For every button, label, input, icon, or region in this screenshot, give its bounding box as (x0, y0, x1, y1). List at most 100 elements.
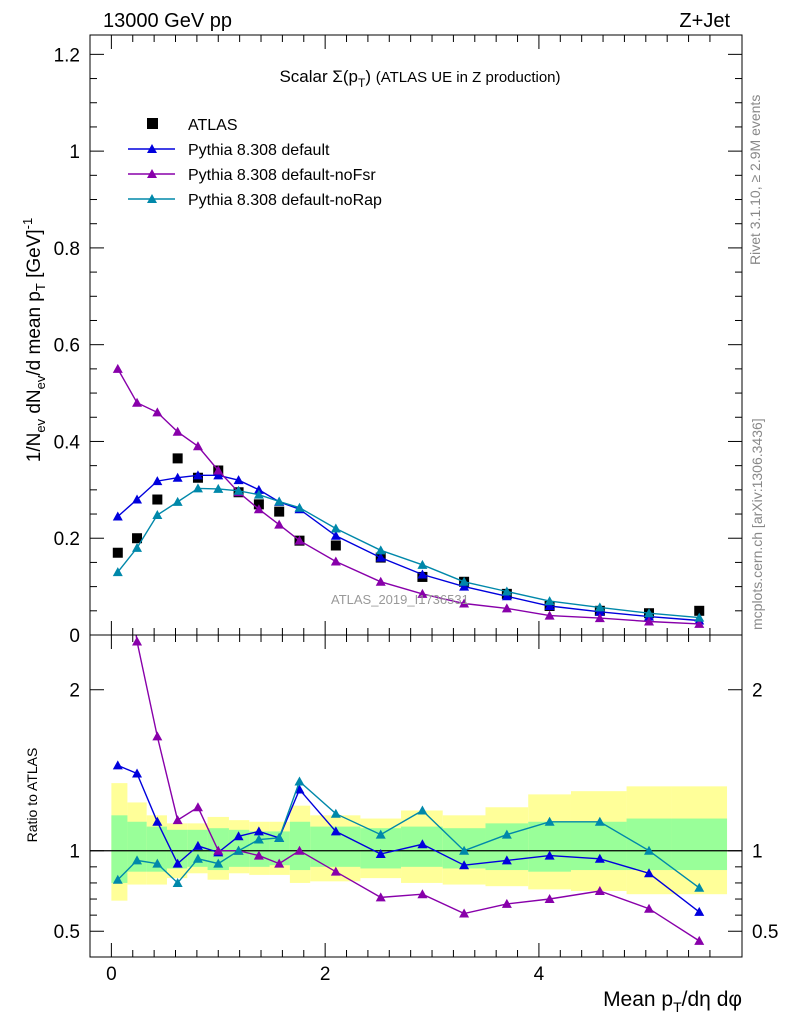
ratio-point-pythia-8-308-default-norap (274, 832, 285, 842)
ratio-point-pythia-8-308-default-norap (459, 845, 470, 855)
legend: ATLAS Pythia 8.308 default Pythia 8.308 de… (128, 117, 382, 209)
data-point-pythia-8-308-default-norap (594, 602, 605, 612)
ratio-point-pythia-8-308-default-norap (132, 855, 143, 865)
data-point-pythia-8-308-default-nofsr (694, 618, 705, 628)
y-tick-label: 1.2 (54, 45, 80, 66)
data-point-pythia-8-308-default (152, 476, 163, 486)
data-point-atlas (330, 540, 341, 551)
data-point-pythia-8-308-default-nofsr (172, 426, 183, 436)
data-point-pythia-8-308-default-nofsr (192, 441, 203, 451)
ratio-point-pythia-8-308-default-norap (172, 877, 183, 887)
ratio-point-pythia-8-308-default-norap (294, 776, 305, 786)
ratio-point-pythia-8-308-default-nofsr (375, 892, 386, 902)
data-point-pythia-8-308-default-norap (213, 483, 224, 493)
stat-uncertainty-band (671, 818, 728, 871)
ratio-point-pythia-8-308-default-nofsr (459, 908, 470, 918)
data-point-pythia-8-308-default-norap (152, 510, 163, 519)
ratio-point-pythia-8-308-default (594, 853, 605, 863)
data-point-pythia-8-308-default-nofsr (274, 519, 285, 529)
ratio-point-pythia-8-308-default (294, 784, 305, 794)
y-tick-label: 0.2 (54, 529, 80, 550)
data-point-atlas (152, 494, 163, 505)
legend-label-atlas: ATLAS (188, 117, 238, 134)
data-point-pythia-8-308-default-nofsr (459, 598, 470, 608)
ratio-point-pythia-8-308-default (644, 868, 655, 878)
ratio-point-pythia-8-308-default-nofsr (253, 850, 264, 860)
stat-uncertainty-band (127, 821, 147, 872)
legend-marker-atlas (147, 118, 158, 129)
data-point-pythia-8-308-default (213, 470, 224, 480)
legend-label-pythia-8-308-default-nofsr: Pythia 8.308 default-noFsr (188, 167, 376, 184)
stat-uncertainty-band (111, 815, 128, 883)
ratio-y-tick-label-right: 2 (752, 681, 763, 702)
ratio-point-pythia-8-308-default-nofsr (694, 935, 705, 945)
y-tick-label: 0.6 (54, 336, 80, 357)
data-point-pythia-8-308-default-nofsr (594, 613, 605, 623)
x-axis-label: Mean pT/dη dφ (603, 988, 742, 1015)
stat-uncertainty-band (289, 821, 311, 871)
data-point-atlas (112, 547, 123, 558)
data-point-pythia-8-308-default (233, 475, 244, 485)
ratio-point-pythia-8-308-default-norap (501, 829, 512, 839)
data-point-pythia-8-308-default-nofsr (112, 363, 123, 373)
ratio-point-pythia-8-308-default-nofsr (274, 858, 285, 868)
ratio-point-pythia-8-308-default (152, 816, 163, 826)
stat-uncertainty-band (146, 826, 167, 872)
x-tick-label: 4 (534, 964, 545, 985)
data-point-pythia-8-308-default-norap (172, 496, 183, 506)
data-point-pythia-8-308-default-norap (694, 612, 705, 622)
data-point-pythia-8-308-default-norap (192, 483, 203, 493)
ratio-point-pythia-8-308-default (694, 906, 705, 916)
ratio-point-pythia-8-308-default-norap (644, 845, 655, 855)
data-point-atlas (274, 506, 285, 517)
ratio-y-tick-label-right: 1 (752, 842, 763, 863)
ratio-point-pythia-8-308-default-nofsr (192, 802, 203, 812)
data-point-pythia-8-308-default (417, 569, 428, 579)
ratio-point-pythia-8-308-default-nofsr (213, 845, 224, 855)
data-point-pythia-8-308-default (192, 470, 203, 480)
data-point-pythia-8-308-default-nofsr (132, 397, 143, 407)
ratio-point-pythia-8-308-default (375, 848, 386, 858)
legend-marker-pythia-8-308-default-norap (147, 194, 157, 203)
ratio-point-pythia-8-308-default (192, 840, 203, 850)
data-point-pythia-8-308-default-nofsr (253, 504, 264, 514)
ratio-point-pythia-8-308-default-norap (213, 858, 224, 868)
data-point-pythia-8-308-default (112, 511, 123, 521)
ratio-point-pythia-8-308-default-norap (192, 853, 203, 863)
ratio-y-tick-label-right: 0.5 (752, 922, 778, 943)
ratio-point-pythia-8-308-default-norap (544, 816, 555, 826)
ratio-point-pythia-8-308-default-norap (253, 834, 264, 844)
y-axis-label: 1/Nev dNev/d mean pT [GeV]-1 (20, 218, 48, 463)
ratio-point-pythia-8-308-default (253, 826, 264, 836)
data-point-pythia-8-308-default-nofsr (375, 576, 386, 586)
x-tick-label: 0 (106, 964, 117, 985)
ratio-point-pythia-8-308-default-norap (152, 858, 163, 868)
ratio-point-pythia-8-308-default-nofsr (501, 898, 512, 908)
data-point-atlas (132, 533, 143, 544)
ratio-point-pythia-8-308-default-nofsr (544, 894, 555, 904)
ratio-point-pythia-8-308-default-nofsr (172, 815, 183, 825)
data-point-pythia-8-308-default-norap (375, 545, 386, 555)
data-point-pythia-8-308-default-norap (501, 586, 512, 596)
ratio-point-pythia-8-308-default (417, 839, 428, 849)
ratio-point-pythia-8-308-default (330, 826, 341, 836)
ratio-y-tick-label: 2 (69, 681, 80, 702)
ratio-point-pythia-8-308-default (233, 831, 244, 841)
data-point-pythia-8-308-default-norap (459, 576, 470, 586)
data-point-pythia-8-308-default-norap (112, 567, 123, 577)
ratio-point-pythia-8-308-default (501, 855, 512, 865)
data-point-pythia-8-308-default-norap (644, 608, 655, 618)
data-point-pythia-8-308-default-nofsr (330, 556, 341, 566)
data-point-pythia-8-308-default (459, 581, 470, 591)
data-point-pythia-8-308-default-nofsr (294, 535, 305, 545)
mcplots-label: mcplots.cern.ch [arXiv:1306.3436] (749, 418, 765, 630)
stat-uncertainty-band (269, 831, 290, 866)
ratio-point-pythia-8-308-default-nofsr (330, 866, 341, 876)
legend-label-pythia-8-308-default-norap: Pythia 8.308 default-noRap (188, 192, 382, 209)
data-point-atlas (694, 605, 705, 616)
analysis-watermark: ATLAS_2019_I1736531 (331, 592, 469, 607)
data-point-pythia-8-308-default-norap (544, 596, 555, 606)
ratio-point-pythia-8-308-default-norap (233, 845, 244, 855)
data-point-pythia-8-308-default-norap (233, 485, 244, 495)
